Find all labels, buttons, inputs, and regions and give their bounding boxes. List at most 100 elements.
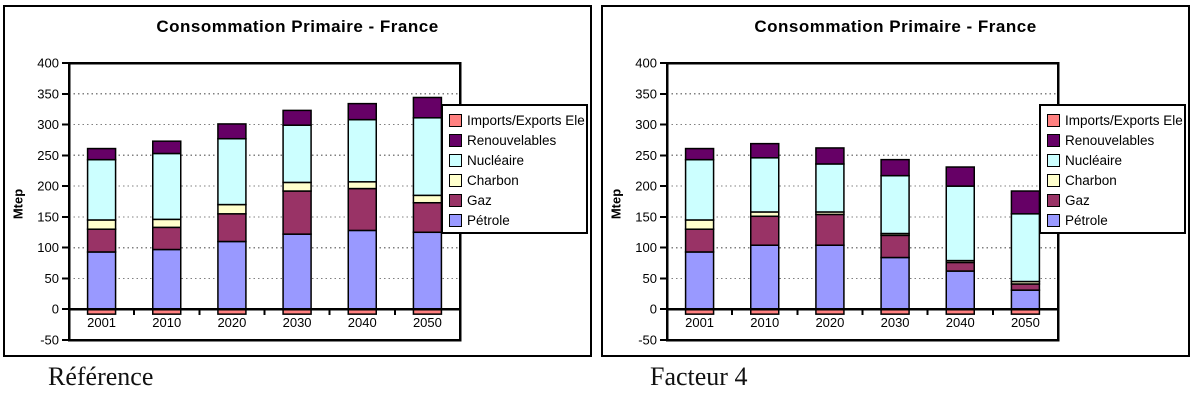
y-tick-label: -50 [638, 333, 657, 348]
y-axis-label: Mtep [608, 188, 624, 220]
legend-item: Nucléaire [449, 150, 586, 170]
chart-title: Consommation Primaire - France [156, 17, 439, 36]
chart-title: Consommation Primaire - France [754, 17, 1037, 36]
caption-facteur4: Facteur 4 [650, 362, 748, 391]
bar-segment [684, 251, 715, 310]
y-tick-label: 150 [37, 209, 59, 224]
legend: Imports/Exports Ele Renouvelables Nucléair… [1039, 104, 1186, 234]
legend-swatch-icon [449, 193, 462, 207]
chart-panel-reference: 400 350 300 250 200 150 100 50 0 -50 2001 2010 2020 2… [3, 5, 592, 357]
bar-segment [152, 248, 182, 310]
x-tick-label: 2001 [685, 315, 714, 330]
bar-segment [86, 251, 117, 310]
bar-segment [282, 181, 312, 192]
x-tick-label: 2030 [881, 315, 910, 330]
legend-swatch-icon [1047, 213, 1060, 227]
legend-item: Nucléaire [1047, 150, 1184, 170]
bar-segment [412, 201, 443, 234]
bar-segment [152, 152, 182, 221]
bar-segment [412, 96, 443, 119]
bar-segment [880, 234, 910, 259]
bar-segment [815, 213, 845, 246]
bar-segment [217, 203, 247, 215]
legend-item: Gaz [449, 190, 586, 210]
legend-swatch-icon [1047, 133, 1060, 147]
legend-item: Gaz [1047, 190, 1184, 210]
y-tick-label: 50 [45, 271, 59, 286]
bar-segment [880, 256, 910, 310]
legend-swatch-icon [449, 173, 462, 187]
x-tick-label: 2050 [413, 315, 442, 330]
legend-label: Gaz [467, 192, 492, 208]
legend-label: Nucléaire [1065, 152, 1123, 168]
legend-swatch-icon [449, 113, 462, 127]
y-axis-label: Mtep [10, 188, 26, 220]
bar-segment [282, 233, 312, 310]
caption-reference: Référence [48, 362, 154, 391]
bar-segment [880, 158, 910, 177]
bar-segment [412, 117, 443, 197]
legend-item: Charbon [449, 170, 586, 190]
x-tick-label: 2030 [283, 315, 312, 330]
bar-segment [1010, 283, 1041, 291]
bar-segment [347, 102, 377, 121]
x-tick-label: 2020 [217, 315, 246, 330]
legend-item: Pétrole [1047, 210, 1184, 230]
x-tick-label: 2001 [87, 315, 116, 330]
bar-segment [1010, 289, 1041, 310]
bar-segment [945, 185, 975, 262]
bar-segment [684, 147, 715, 161]
legend-label: Nucléaire [467, 152, 525, 168]
bar-segment [152, 140, 182, 155]
y-tick-label: -50 [40, 333, 59, 348]
legend-swatch-icon [1047, 113, 1060, 127]
x-tick-label: 2010 [750, 315, 779, 330]
bar-segment [86, 219, 117, 230]
x-tick-label: 2040 [348, 315, 377, 330]
legend-item: Pétrole [449, 210, 586, 230]
y-tick-label: 0 [650, 302, 657, 317]
bar-segment [217, 213, 247, 243]
bar-segment [684, 158, 715, 221]
y-tick-label: 100 [635, 240, 657, 255]
legend-swatch-icon [1047, 153, 1060, 167]
bar-segment [815, 244, 845, 310]
bar-segment [945, 270, 975, 310]
bar-segment [1010, 213, 1041, 283]
y-tick-label: 250 [37, 148, 59, 163]
legend-label: Imports/Exports Ele [1065, 112, 1183, 128]
legend-swatch-icon [449, 153, 462, 167]
legend-swatch-icon [1047, 193, 1060, 207]
bar-segment [217, 240, 247, 310]
y-tick-label: 400 [37, 56, 59, 71]
plot-area: 400 350 300 250 200 150 100 50 0 -50 2001 2010 2020 2… [37, 56, 462, 348]
plot-border [665, 61, 1060, 342]
bar-segment [217, 123, 247, 140]
bar-segment [750, 244, 780, 310]
bar-segment [750, 157, 780, 213]
bar-segment [412, 194, 443, 204]
bar-segment [282, 124, 312, 184]
bar-segment [282, 109, 312, 126]
y-tick-label: 300 [37, 117, 59, 132]
bar-segment [152, 226, 182, 251]
bar-segment [684, 228, 715, 253]
y-tick-label: 250 [635, 148, 657, 163]
bar-segment [347, 181, 377, 190]
bar-segment [152, 218, 182, 229]
bar-segment [86, 228, 117, 253]
y-tick-label: 200 [37, 179, 59, 194]
y-tick-label: 400 [635, 56, 657, 71]
bar-segment [750, 142, 780, 159]
y-tick-label: 100 [37, 240, 59, 255]
legend-item: Renouvelables [449, 130, 586, 150]
y-tick-label: 0 [52, 302, 59, 317]
bar-segment [86, 147, 117, 161]
bar-segment [412, 231, 443, 310]
bar-segment [347, 229, 377, 310]
x-tick-label: 2020 [815, 315, 844, 330]
x-tick-label: 2010 [152, 315, 181, 330]
legend-item: Imports/Exports Ele [1047, 110, 1184, 130]
y-tick-label: 150 [635, 209, 657, 224]
